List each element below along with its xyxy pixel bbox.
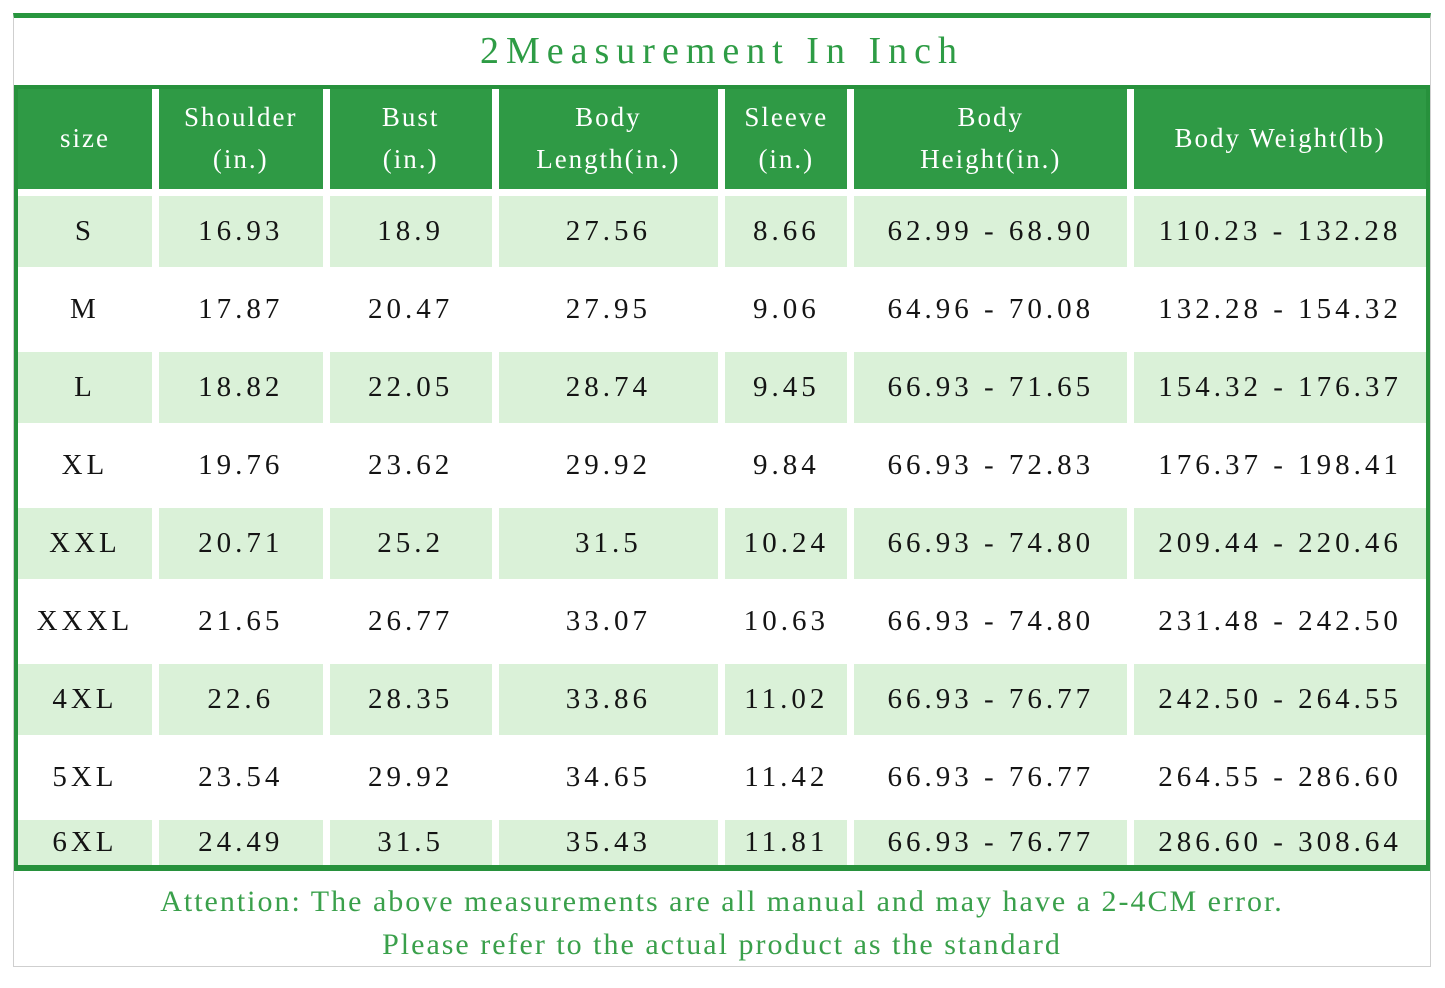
measurement-cell: 20.47 [329,274,492,345]
measurement-cell: 27.95 [498,274,719,345]
measurement-cell: 66.93 - 76.77 [854,742,1128,813]
column-header-line: Length(in.) [536,144,681,174]
measurement-cell: 66.93 - 74.80 [854,508,1128,579]
measurement-cell: 66.93 - 76.77 [854,664,1128,735]
column-header: Sleeve (in.) [725,89,848,189]
measurement-cell: 18.9 [329,196,492,267]
measurement-cell: 27.56 [498,196,719,267]
column-header-line: Body [957,102,1025,133]
measurement-cell: 31.5 [498,508,719,579]
size-cell: 5XL [18,742,152,813]
size-cell: XXL [18,508,152,579]
measurement-cell: 11.81 [725,820,848,865]
column-header: Shoulder (in.) [158,89,323,189]
page-title: 2Measurement In Inch [480,30,964,72]
measurement-cell: 110.23 - 132.28 [1134,196,1426,267]
attention-note-line-2: Please refer to the actual product as th… [382,928,1062,961]
measurement-cell: 34.65 [498,742,719,813]
column-header: size [18,89,152,189]
measurement-cell: 176.37 - 198.41 [1134,430,1426,501]
column-header-line: Body Weight(lb) [1174,123,1386,154]
measurement-cell: 17.87 [158,274,323,345]
column-header-line: Bust [381,102,440,133]
measurement-cell: 9.84 [725,430,848,501]
measurement-cell: 28.35 [329,664,492,735]
column-header-line: size [59,123,110,154]
column-header-line: Shoulder [184,102,298,133]
measurement-cell: 18.82 [158,352,323,423]
size-cell: M [18,274,152,345]
measurement-cell: 8.66 [725,196,848,267]
measurement-cell: 11.02 [725,664,848,735]
measurement-cell: 29.92 [498,430,719,501]
measurement-cell: 66.93 - 74.80 [854,586,1128,657]
measurement-cell: 62.99 - 68.90 [854,196,1128,267]
measurement-cell: 22.05 [329,352,492,423]
measurement-cell: 264.55 - 286.60 [1134,742,1426,813]
measurement-cell: 29.92 [329,742,492,813]
measurement-cell: 11.42 [725,742,848,813]
column-header-line: Height(in.) [920,144,1062,174]
measurement-cell: 20.71 [158,508,323,579]
size-chart-frame: 2Measurement In Inch size Shoulder (in.) Bu… [13,13,1431,967]
measurement-cell: 23.62 [329,430,492,501]
column-header: Body Height(in.) [854,89,1128,189]
column-header: Body Length(in.) [498,89,719,189]
size-cell: 6XL [18,820,152,865]
measurement-cell: 25.2 [329,508,492,579]
measurement-cell: 22.6 [158,664,323,735]
size-cell: S [18,196,152,267]
measurement-cell: 24.49 [158,820,323,865]
measurement-cell: 35.43 [498,820,719,865]
measurement-cell: 21.65 [158,586,323,657]
measurement-cell: 9.06 [725,274,848,345]
measurement-cell: 31.5 [329,820,492,865]
measurement-cell: 154.32 - 176.37 [1134,352,1426,423]
size-cell: 4XL [18,664,152,735]
measurement-cell: 286.60 - 308.64 [1134,820,1426,865]
measurement-cell: 10.63 [725,586,848,657]
measurement-cell: 23.54 [158,742,323,813]
measurement-cell: 231.48 - 242.50 [1134,586,1426,657]
column-header-line: Body [575,102,642,133]
column-header-line: (in.) [382,144,439,174]
measurement-cell: 66.93 - 71.65 [854,352,1128,423]
measurement-cell: 9.45 [725,352,848,423]
measurement-cell: 16.93 [158,196,323,267]
attention-note: Attention: The above measurements are al… [14,871,1430,966]
measurement-table: size Shoulder (in.) Bust (in.) Body Length(in.… [14,85,1430,871]
column-header: Bust (in.) [329,89,492,189]
measurement-cell: 33.07 [498,586,719,657]
size-cell: L [18,352,152,423]
measurement-cell: 28.74 [498,352,719,423]
column-header-line: (in.) [758,144,815,174]
measurement-cell: 66.93 - 76.77 [854,820,1128,865]
column-header-line: Sleeve [744,102,829,133]
measurement-cell: 26.77 [329,586,492,657]
measurement-cell: 10.24 [725,508,848,579]
column-header: Body Weight(lb) [1134,89,1426,189]
size-cell: XXXL [18,586,152,657]
measurement-cell: 33.86 [498,664,719,735]
measurement-cell: 64.96 - 70.08 [854,274,1128,345]
size-cell: XL [18,430,152,501]
column-header-line: (in.) [212,144,269,174]
measurement-cell: 209.44 - 220.46 [1134,508,1426,579]
attention-note-line-1: Attention: The above measurements are al… [160,885,1284,918]
measurement-cell: 242.50 - 264.55 [1134,664,1426,735]
measurement-cell: 19.76 [158,430,323,501]
measurement-cell: 66.93 - 72.83 [854,430,1128,501]
measurement-cell: 132.28 - 154.32 [1134,274,1426,345]
